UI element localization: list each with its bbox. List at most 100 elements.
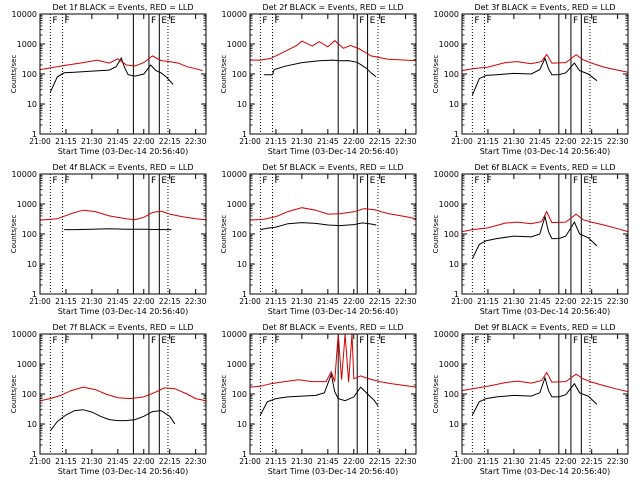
- chart-panel-4: Det 4f BLACK = Events, RED = LLD 1 10 100 10…: [10, 163, 207, 316]
- lld-series-line: [249, 207, 417, 221]
- y-tick-label: 1: [32, 130, 37, 139]
- chart-title: Det 6f BLACK = Events, RED = LLD: [474, 163, 615, 172]
- x-tick-label: 21:15: [477, 137, 499, 146]
- y-tick-label: 1000: [17, 200, 37, 209]
- x-tick-label: 22:00: [133, 457, 155, 466]
- plot-frame: [249, 13, 417, 135]
- y-tick-label: 100: [22, 230, 37, 239]
- flag-label: F: [359, 336, 364, 346]
- x-axis-label: Start Time (03-Dec-14 20:56:40): [480, 147, 611, 156]
- x-tick-label: 21:15: [265, 137, 287, 146]
- y-tick-label: 1000: [227, 40, 247, 49]
- x-tick-label: 21:30: [81, 457, 103, 466]
- x-tick-label: 21:15: [55, 297, 77, 306]
- x-tick-label: 21:30: [291, 457, 313, 466]
- plot-frame: [39, 173, 207, 295]
- flag-label: F: [52, 16, 57, 26]
- lld-series-line: [461, 210, 629, 233]
- plot-frame: [461, 13, 629, 135]
- x-tick-label: 21:45: [317, 297, 339, 306]
- x-tick-label: 22:30: [395, 137, 417, 146]
- flag-label: F: [64, 336, 69, 346]
- flag-label: E: [592, 336, 598, 346]
- flag-label: E: [370, 16, 376, 26]
- x-tick-label: 21:30: [291, 297, 313, 306]
- flag-label: F: [573, 336, 578, 346]
- x-tick-label: 22:00: [133, 137, 155, 146]
- chart-title: Det 5f BLACK = Events, RED = LLD: [262, 163, 403, 172]
- x-tick-label: 22:30: [395, 297, 417, 306]
- y-axis-label: Counts/sec: [10, 375, 18, 414]
- x-tick-label: 22:15: [369, 297, 391, 306]
- x-tick-label: 21:45: [317, 457, 339, 466]
- y-tick-label: 10: [27, 100, 37, 109]
- flag-label: E: [170, 176, 176, 186]
- y-axis-label: Counts/sec: [432, 55, 440, 94]
- lld-series-line: [461, 53, 629, 73]
- y-tick-label: 1000: [17, 40, 37, 49]
- flag-label: E: [370, 336, 376, 346]
- flag-label: E: [170, 336, 176, 346]
- lld-series-line: [39, 386, 207, 402]
- y-tick-label: 1: [454, 130, 459, 139]
- y-tick-label: 10000: [222, 330, 247, 339]
- flag-label: E: [583, 336, 589, 346]
- x-tick-label: 22:30: [185, 137, 207, 146]
- x-axis-label: Start Time (03-Dec-14 20:56:40): [268, 467, 399, 476]
- lld-series-line: [39, 209, 207, 221]
- events-series-line: [471, 375, 598, 416]
- x-tick-label: 21:30: [81, 137, 103, 146]
- lld-series-line: [250, 39, 417, 62]
- events-series-line: [259, 372, 379, 416]
- x-tick-label: 22:30: [395, 457, 417, 466]
- events-series-line: [263, 59, 377, 78]
- events-series-line: [471, 214, 598, 259]
- y-tick-label: 10000: [12, 170, 37, 179]
- y-tick-label: 1000: [439, 40, 459, 49]
- y-axis-label: Counts/sec: [220, 375, 228, 414]
- y-axis-label: Counts/sec: [10, 55, 18, 94]
- chart-title: Det 7f BLACK = Events, RED = LLD: [52, 323, 193, 332]
- flag-label: F: [486, 336, 491, 346]
- x-tick-label: 21:15: [265, 457, 287, 466]
- flag-label: F: [274, 336, 279, 346]
- x-tick-label: 22:15: [159, 457, 181, 466]
- y-tick-label: 1: [454, 450, 459, 459]
- x-tick-label: 21:45: [107, 457, 129, 466]
- y-tick-label: 10000: [434, 170, 459, 179]
- y-tick-label: 10000: [12, 10, 37, 19]
- y-tick-label: 1000: [439, 360, 459, 369]
- flag-label: E: [583, 16, 589, 26]
- plot-frame: [461, 333, 629, 455]
- x-tick-label: 21:30: [503, 137, 525, 146]
- flag-label: F: [359, 176, 364, 186]
- x-tick-label: 22:00: [343, 297, 365, 306]
- chart-title: Det 8f BLACK = Events, RED = LLD: [262, 323, 403, 332]
- y-tick-label: 1000: [17, 360, 37, 369]
- chart-title: Det 2f BLACK = Events, RED = LLD: [262, 3, 403, 12]
- y-axis-label: Counts/sec: [10, 215, 18, 254]
- flag-label: F: [573, 176, 578, 186]
- y-tick-label: 100: [444, 70, 459, 79]
- flag-label: F: [64, 176, 69, 186]
- x-tick-label: 22:00: [555, 297, 577, 306]
- chart-panel-2: Det 2f BLACK = Events, RED = LLD 1 10 100 10…: [220, 3, 417, 156]
- x-tick-label: 22:30: [607, 137, 629, 146]
- lld-series-line: [39, 55, 203, 72]
- x-tick-label: 21:45: [529, 457, 551, 466]
- y-tick-label: 1000: [227, 360, 247, 369]
- x-axis-label: Start Time (03-Dec-14 20:56:40): [480, 467, 611, 476]
- x-tick-label: 21:45: [107, 137, 129, 146]
- flag-label: E: [170, 16, 176, 26]
- y-tick-label: 1: [242, 450, 247, 459]
- events-series-line: [471, 57, 598, 96]
- flag-label: F: [274, 16, 279, 26]
- y-tick-label: 100: [22, 70, 37, 79]
- x-axis-label: Start Time (03-Dec-14 20:56:40): [58, 307, 189, 316]
- y-tick-label: 1: [454, 290, 459, 299]
- flag-label: E: [583, 176, 589, 186]
- flag-label: F: [262, 176, 267, 186]
- x-tick-label: 21:30: [81, 297, 103, 306]
- x-tick-label: 22:00: [343, 457, 365, 466]
- y-tick-label: 1000: [227, 200, 247, 209]
